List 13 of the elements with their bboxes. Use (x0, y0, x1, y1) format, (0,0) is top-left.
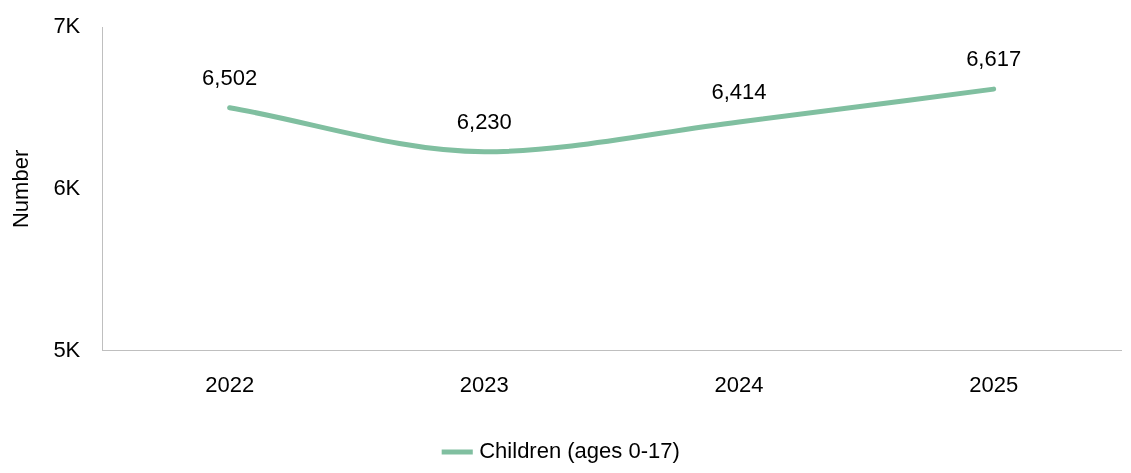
data-label: 6,502 (202, 64, 258, 90)
data-label: 6,230 (456, 108, 512, 134)
x-tick-label: 2022 (205, 371, 255, 397)
data-label: 6,617 (966, 46, 1022, 72)
x-tick-label: 2025 (969, 371, 1019, 397)
y-tick-label: 5K (53, 336, 81, 362)
data-label: 6,414 (711, 79, 767, 105)
legend-label: Children (ages 0-17) (479, 438, 680, 464)
y-tick-label: 6K (53, 174, 81, 200)
x-tick-label: 2023 (459, 371, 509, 397)
x-tick-label: 2024 (714, 371, 764, 397)
y-tick-label: 7K (53, 13, 81, 39)
y-axis-title: Number (8, 149, 34, 229)
